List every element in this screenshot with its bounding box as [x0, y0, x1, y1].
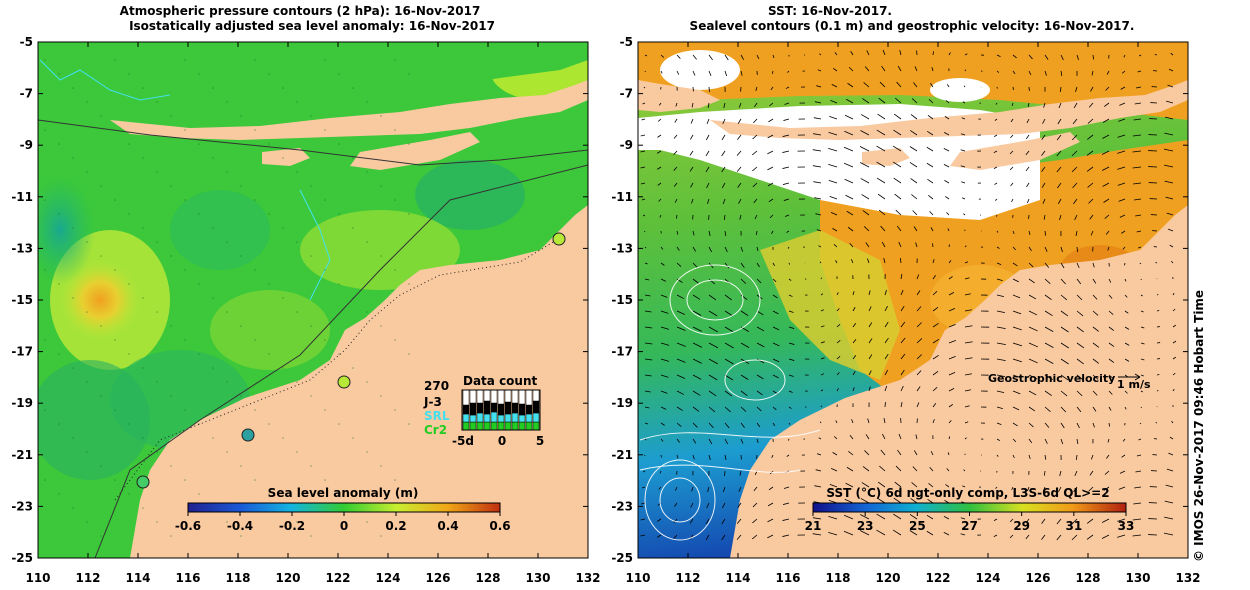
- left_panel-xtick: 114: [125, 571, 150, 585]
- dc-xtick-1: 0: [498, 434, 506, 448]
- sea-level-anomaly-map: [37, 41, 589, 559]
- sla-colorbar-tick: -0.2: [279, 519, 305, 533]
- dc-xtick-2: 5: [536, 434, 544, 448]
- right_panel-ytick: -7: [620, 87, 633, 101]
- left_panel-xtick: 132: [575, 571, 600, 585]
- right_panel-xtick: 124: [975, 571, 1000, 585]
- left-title-line1: Atmospheric pressure contours (2 hPa): 1…: [120, 4, 481, 18]
- right-y-axis: -5 -7 -9 -11 -13 -15 -17 -19 -21 -23 -25: [611, 35, 1188, 565]
- left_panel-ytick: -15: [11, 293, 33, 307]
- left_panel-xtick: 126: [425, 571, 450, 585]
- sst-colorbar-tick: 31: [1065, 519, 1082, 533]
- sst-colorbar-tick: 29: [1013, 519, 1030, 533]
- data-count-max: 270: [424, 379, 449, 393]
- right_panel-ytick: -13: [611, 241, 633, 255]
- left_panel-xtick: 116: [175, 571, 200, 585]
- sla-colorbar-tick: 0.4: [437, 519, 458, 533]
- right_panel-xtick: 110: [625, 571, 650, 585]
- velocity-unit: 1 m/s: [1117, 378, 1151, 391]
- sla-colorbar-tick: -0.4: [227, 519, 253, 533]
- side-credit: © IMOS 26-Nov-2017 09:46 Hobart Time: [1192, 290, 1206, 562]
- left_panel-ytick: -11: [11, 190, 33, 204]
- right_panel-xtick: 116: [775, 571, 800, 585]
- sla-colorbar-tick: 0.6: [489, 519, 510, 533]
- right_panel-ytick: -9: [620, 138, 633, 152]
- left_panel-ytick: -7: [20, 87, 33, 101]
- right_panel-ytick: -11: [611, 190, 633, 204]
- left_panel-xtick: 120: [275, 571, 300, 585]
- right_panel-xtick: 126: [1025, 571, 1050, 585]
- right_panel-xtick: 118: [825, 571, 850, 585]
- left_panel-ytick: -25: [11, 551, 33, 565]
- sla-colorbar-label: Sea level anomaly (m): [268, 486, 419, 500]
- left_panel-xtick: 122: [325, 571, 350, 585]
- right_panel-ytick: -25: [611, 551, 633, 565]
- sla-colorbar-tick: -0.6: [175, 519, 201, 533]
- left-y-axis: -5 -7 -9 -11 -13 -15 -17 -19 -21 -23 -25: [11, 35, 588, 565]
- right_panel-ytick: -19: [611, 396, 633, 410]
- left_panel-xtick: 124: [375, 571, 400, 585]
- data-count-title: Data count: [463, 374, 538, 388]
- left_panel-ytick: -9: [20, 138, 33, 152]
- right_panel-ytick: -17: [611, 345, 633, 359]
- right_panel-xtick: 128: [1075, 571, 1100, 585]
- left_panel-ytick: -5: [20, 35, 33, 49]
- left_panel-ytick: -23: [11, 499, 33, 513]
- left_panel-xtick: 128: [475, 571, 500, 585]
- velocity-label: Geostrophic velocity: [988, 372, 1115, 385]
- right-title-line1: SST: 16-Nov-2017.: [768, 4, 892, 18]
- right_panel-xtick: 130: [1125, 571, 1150, 585]
- sst-colorbar-tick: 27: [961, 519, 978, 533]
- left_panel-xtick: 118: [225, 571, 250, 585]
- left_panel-ytick: -21: [11, 448, 33, 462]
- sst-colorbar: [812, 502, 1127, 513]
- sla-colorbar-tick: 0.2: [385, 519, 406, 533]
- left-title-line2: Isostatically adjusted sea level anomaly…: [129, 19, 495, 33]
- sst-colorbar-ticks: 21 23 25 27 29 31 33: [805, 512, 1135, 533]
- right-x-axis: 110 112 114 116 118 120 122 124 126 128 130 132: [625, 42, 1201, 585]
- right_panel-ytick: -23: [611, 499, 633, 513]
- sla-colorbar: [187, 502, 501, 513]
- sla-colorbar-ticks: -0.6 -0.4 -0.2 0 0.2 0.4 0.6: [175, 512, 511, 533]
- left_panel-xtick: 112: [75, 571, 100, 585]
- right_panel-ytick: -5: [620, 35, 633, 49]
- right_panel-xtick: 132: [1175, 571, 1200, 585]
- left_panel-ytick: -13: [11, 241, 33, 255]
- dc-xtick-0: -5d: [452, 434, 474, 448]
- sst-colorbar-label: SST (°C) 6d ngt-only comp, L3S-6d QL>=2: [826, 486, 1109, 500]
- right_panel-xtick: 112: [675, 571, 700, 585]
- velocity-scale-arrowhead: [1134, 373, 1141, 381]
- right_panel-xtick: 120: [875, 571, 900, 585]
- right_panel-xtick: 114: [725, 571, 750, 585]
- legend-j3: J-3: [423, 395, 442, 409]
- sst-colorbar-tick: 25: [909, 519, 926, 533]
- left_panel-ytick: -19: [11, 396, 33, 410]
- sla-colorbar-tick: 0: [340, 519, 348, 533]
- sst-colorbar-tick: 33: [1118, 519, 1135, 533]
- data-count-inset: 270 Data count J-3 SRL Cr2 -5d 0 5: [423, 374, 544, 448]
- right_panel-xtick: 122: [925, 571, 950, 585]
- legend-srl: SRL: [424, 409, 450, 423]
- sst-colorbar-tick: 23: [857, 519, 874, 533]
- right_panel-ytick: -21: [611, 448, 633, 462]
- sst-map: [637, 41, 1189, 559]
- sst-colorbar-tick: 21: [805, 519, 822, 533]
- left_panel-xtick: 110: [25, 571, 50, 585]
- right_panel-ytick: -15: [611, 293, 633, 307]
- left_panel-ytick: -17: [11, 345, 33, 359]
- legend-cr2: Cr2: [424, 423, 447, 437]
- right-title-line2: Sealevel contours (0.1 m) and geostrophi…: [690, 19, 1135, 33]
- left_panel-xtick: 130: [525, 571, 550, 585]
- left-x-axis: 110 112 114 116 118 120 122 124 126 128 130 132: [25, 42, 601, 585]
